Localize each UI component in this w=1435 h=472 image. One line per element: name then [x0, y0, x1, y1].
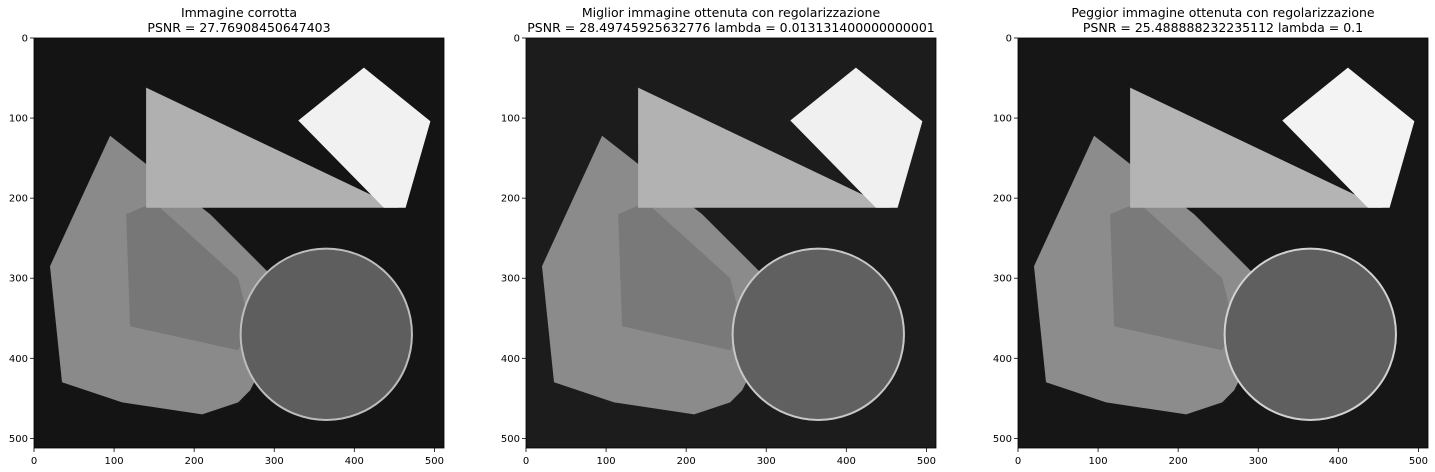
y-tick-label: 0 — [514, 34, 520, 45]
image-shape — [1110, 202, 1235, 351]
x-tick-label: 200 — [677, 456, 696, 467]
y-tick-label: 300 — [993, 274, 1012, 285]
image-area — [526, 38, 936, 448]
y-tick-label: 200 — [993, 194, 1012, 205]
x-tick-label: 500 — [425, 456, 444, 467]
y-tick-label: 400 — [993, 354, 1012, 365]
x-tick-label: 200 — [1169, 456, 1188, 467]
x-tick-label: 400 — [1329, 456, 1348, 467]
x-tick-label: 0 — [31, 456, 37, 467]
x-tick-label: 0 — [1015, 456, 1021, 467]
y-tick-label: 500 — [9, 434, 28, 445]
y-tick-label: 400 — [9, 354, 28, 365]
y-tick-label: 100 — [501, 114, 520, 125]
y-tick-label: 400 — [501, 354, 520, 365]
panel-subtitle: PSNR = 27.76908450647403 — [147, 20, 330, 35]
image-shape — [298, 67, 431, 208]
x-tick-label: 200 — [185, 456, 204, 467]
axes-frame — [1017, 37, 1429, 449]
x-tick-label: 400 — [837, 456, 856, 467]
y-tick-label: 200 — [501, 194, 520, 205]
x-tick-label: 100 — [1089, 456, 1108, 467]
y-tick-label: 0 — [22, 34, 28, 45]
image-shape — [618, 202, 743, 351]
panel-title: Peggior immagine ottenuta con regolarizz… — [1071, 5, 1375, 20]
panel-3: Peggior immagine ottenuta con regolarizz… — [993, 5, 1429, 467]
y-tick-label: 0 — [1006, 34, 1012, 45]
axes-frame — [525, 37, 937, 449]
x-tick-label: 300 — [757, 456, 776, 467]
image-shape — [239, 247, 413, 421]
panel-2: Miglior immagine ottenuta con regolarizz… — [501, 5, 937, 467]
x-tick-label: 300 — [1249, 456, 1268, 467]
image-area — [34, 38, 444, 448]
image-shape — [638, 87, 891, 208]
image-shape — [1223, 247, 1397, 421]
x-tick-label: 300 — [265, 456, 284, 467]
y-tick-label: 500 — [993, 434, 1012, 445]
axes-frame — [33, 37, 445, 449]
panel-subtitle: PSNR = 25.488888232235112 lambda = 0.1 — [1083, 20, 1363, 35]
x-tick-label: 100 — [105, 456, 124, 467]
y-tick-label: 100 — [993, 114, 1012, 125]
y-tick-label: 300 — [501, 274, 520, 285]
y-tick-label: 500 — [501, 434, 520, 445]
image-shape — [731, 247, 905, 421]
panel-subtitle: PSNR = 28.49745925632776 lambda = 0.0131… — [527, 20, 934, 35]
image-shape — [1282, 67, 1415, 208]
image-shape — [790, 67, 923, 208]
y-tick-label: 100 — [9, 114, 28, 125]
y-tick-label: 200 — [9, 194, 28, 205]
panel-title: Immagine corrotta — [181, 5, 297, 20]
x-tick-label: 500 — [1409, 456, 1428, 467]
x-tick-label: 500 — [917, 456, 936, 467]
image-shape — [1130, 87, 1383, 208]
y-tick-label: 300 — [9, 274, 28, 285]
image-shape — [146, 87, 399, 208]
x-tick-label: 0 — [523, 456, 529, 467]
image-shape — [126, 202, 251, 351]
x-tick-label: 100 — [597, 456, 616, 467]
x-tick-label: 400 — [345, 456, 364, 467]
panel-title: Miglior immagine ottenuta con regolarizz… — [582, 5, 881, 20]
image-area — [1018, 38, 1428, 448]
